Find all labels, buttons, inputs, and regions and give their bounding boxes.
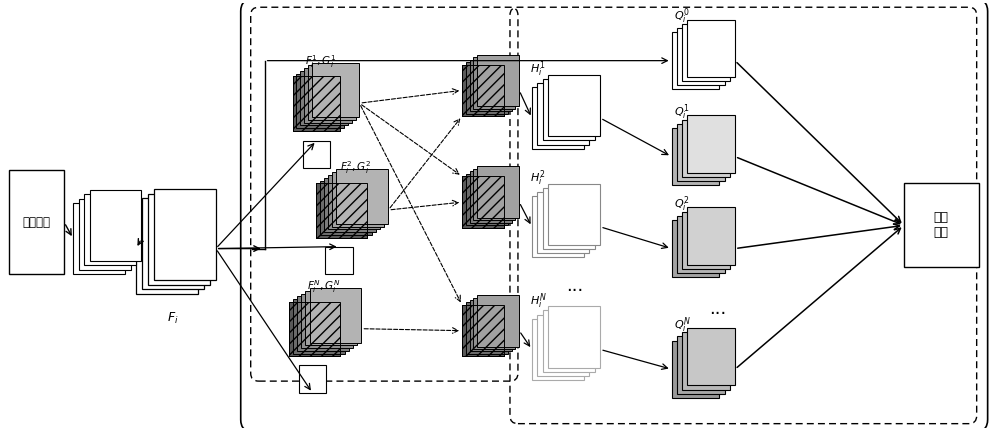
Bar (548, 75, 600, 136)
Bar (543, 188, 595, 249)
Text: $Q_i^1$: $Q_i^1$ (674, 103, 689, 122)
Bar (466, 302, 508, 354)
Bar (543, 79, 595, 140)
Bar (473, 169, 515, 221)
Bar (462, 65, 504, 116)
Text: $F_i$: $F_i$ (167, 311, 179, 326)
Bar (316, 183, 367, 238)
Bar (677, 124, 725, 181)
Bar (328, 175, 380, 230)
Bar (299, 366, 326, 393)
Text: ......: ...... (326, 296, 344, 306)
Bar (301, 294, 353, 348)
Bar (297, 296, 349, 351)
Bar (548, 184, 600, 245)
Bar (682, 211, 730, 269)
Text: $H_i^2$: $H_i^2$ (530, 169, 545, 188)
Bar (537, 314, 589, 376)
Text: $Q_i^N$: $Q_i^N$ (674, 315, 691, 335)
Bar (136, 203, 198, 294)
Bar (90, 190, 141, 261)
Bar (300, 71, 348, 125)
Bar (73, 203, 125, 274)
Bar (537, 192, 589, 254)
Bar (79, 199, 131, 270)
Bar (477, 295, 519, 347)
Text: $F_i^1,G_i^1$: $F_i^1,G_i^1$ (305, 53, 336, 69)
Bar (9, 170, 64, 274)
Bar (303, 141, 330, 169)
Bar (532, 319, 584, 380)
Bar (293, 76, 340, 131)
Bar (904, 183, 979, 267)
Bar (466, 62, 508, 114)
Bar (462, 176, 504, 228)
Bar (296, 74, 344, 128)
Bar (462, 305, 504, 356)
Bar (473, 298, 515, 349)
Bar (462, 65, 504, 116)
Bar (672, 220, 719, 277)
Text: 输入图像: 输入图像 (23, 216, 51, 229)
Bar (289, 302, 340, 356)
Text: $Q_i^2$: $Q_i^2$ (674, 194, 689, 214)
Bar (304, 68, 352, 123)
Bar (470, 60, 512, 111)
Text: $F_i^N,G_i^N$: $F_i^N,G_i^N$ (307, 278, 340, 295)
Bar (312, 63, 359, 117)
Bar (289, 302, 340, 356)
Bar (308, 65, 356, 120)
Bar (682, 24, 730, 81)
Bar (310, 288, 361, 342)
Text: $Q_i^0$: $Q_i^0$ (674, 6, 689, 26)
Bar (677, 216, 725, 273)
Bar (470, 172, 512, 223)
Bar (687, 328, 735, 386)
Bar (462, 305, 504, 356)
Bar (687, 19, 735, 77)
Bar (677, 336, 725, 394)
Bar (325, 247, 353, 274)
Bar (154, 189, 216, 280)
Bar (324, 178, 376, 232)
Bar (477, 55, 519, 106)
Bar (305, 291, 357, 345)
Bar (537, 83, 589, 145)
Bar (687, 208, 735, 265)
Text: 分割
结果: 分割 结果 (934, 211, 949, 239)
Bar (672, 128, 719, 185)
Bar (142, 198, 204, 289)
Bar (473, 57, 515, 109)
Text: ···: ··· (566, 282, 583, 300)
Bar (466, 174, 508, 225)
Bar (682, 332, 730, 390)
Bar (672, 32, 719, 89)
Bar (462, 176, 504, 228)
Bar (84, 194, 136, 266)
Bar (316, 183, 367, 238)
Bar (677, 28, 725, 85)
Text: ···: ··· (709, 305, 726, 323)
Bar (548, 306, 600, 368)
Bar (682, 120, 730, 177)
Bar (532, 196, 584, 257)
Bar (293, 76, 340, 131)
Text: $F_i^2,G_i^2$: $F_i^2,G_i^2$ (340, 160, 372, 176)
Bar (470, 300, 512, 351)
Text: $H_i^1$: $H_i^1$ (530, 60, 545, 79)
Bar (477, 166, 519, 218)
Bar (336, 169, 388, 224)
Text: $H_i^N$: $H_i^N$ (530, 291, 547, 311)
Bar (687, 115, 735, 173)
Bar (148, 193, 210, 284)
Bar (293, 299, 345, 353)
Bar (543, 311, 595, 372)
Bar (672, 341, 719, 398)
Bar (532, 88, 584, 149)
Bar (332, 172, 384, 227)
Bar (320, 181, 372, 235)
